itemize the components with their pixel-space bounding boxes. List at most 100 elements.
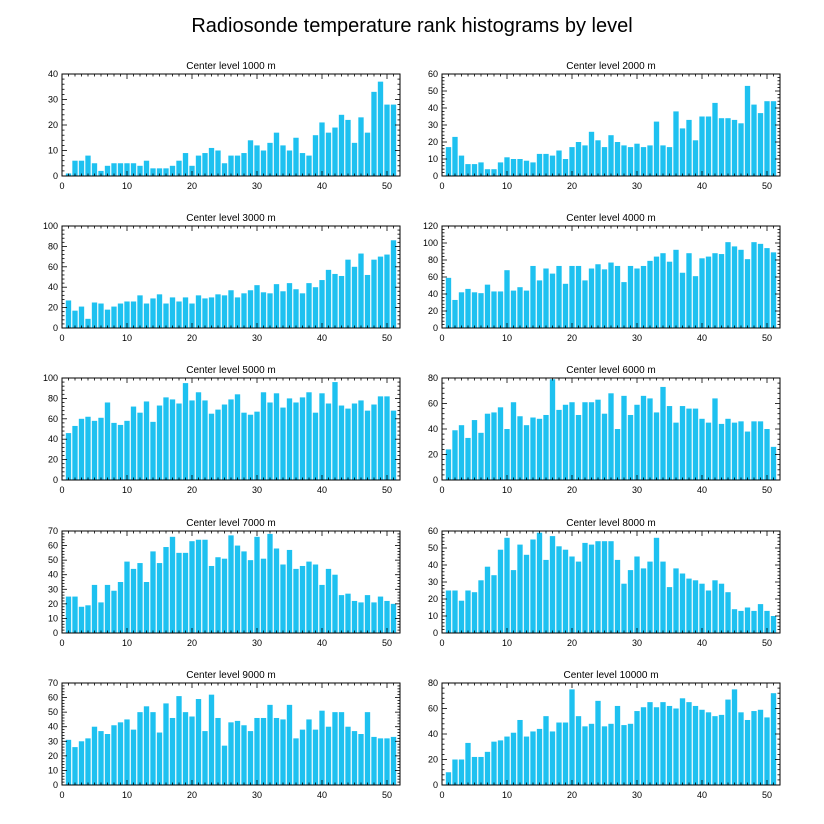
histogram-bar [491, 575, 497, 633]
histogram-bar [156, 405, 163, 480]
histogram-bar [595, 541, 601, 633]
histogram-bar [465, 164, 471, 176]
histogram-bar [195, 539, 202, 633]
histogram-bar [718, 118, 725, 176]
histogram-bar [267, 293, 273, 328]
histogram-bar [497, 549, 504, 633]
x-tick-label: 50 [382, 333, 392, 343]
y-tick-label: 0 [433, 780, 438, 790]
histogram-bar [543, 414, 549, 480]
y-tick-label: 100 [43, 373, 58, 383]
y-tick-label: 100 [423, 238, 438, 248]
y-tick-label: 50 [428, 543, 438, 553]
x-tick-label: 40 [317, 333, 327, 343]
y-tick-label: 60 [48, 262, 58, 272]
histogram-bar [465, 742, 471, 785]
histogram-bar [452, 590, 458, 633]
x-tick-label: 30 [252, 485, 262, 495]
histogram-bar [491, 169, 497, 176]
histogram-bar [582, 726, 588, 785]
x-tick-label: 20 [187, 790, 197, 800]
histogram-bar [673, 249, 679, 328]
histogram-bar [260, 558, 267, 633]
histogram-bar [267, 142, 273, 176]
histogram-bar [72, 310, 78, 328]
histogram-bar [241, 725, 247, 785]
x-tick-label: 40 [697, 638, 707, 648]
x-tick-label: 20 [187, 333, 197, 343]
y-tick-label: 0 [433, 323, 438, 333]
histogram-bar [247, 731, 254, 785]
x-tick-label: 30 [632, 485, 642, 495]
histogram-bar [770, 252, 777, 328]
histogram-bar [215, 150, 221, 176]
histogram-bar [452, 136, 458, 176]
histogram-bar [345, 593, 351, 633]
y-tick-label: 50 [428, 86, 438, 96]
histogram-bar [744, 85, 751, 176]
y-tick-label: 80 [48, 393, 58, 403]
histogram-bar [497, 407, 504, 480]
histogram-bar [751, 610, 757, 633]
histogram-bar [338, 405, 345, 480]
histogram-bar [731, 609, 738, 633]
histogram-bar [699, 116, 705, 176]
histogram-bar [445, 772, 452, 785]
histogram-bar [484, 413, 491, 480]
histogram-panel-5: Center level 5000 m 0 10 20 30 40 50 0 20 40 60 80 1… [43, 365, 401, 495]
histogram-bar [686, 702, 692, 786]
histogram-bar [478, 162, 484, 176]
histogram-bar [280, 145, 286, 176]
histogram-bar [731, 689, 738, 786]
histogram-bar [445, 449, 452, 480]
histogram-bar [458, 155, 465, 176]
histogram-bar [299, 397, 306, 480]
histogram-bar [634, 556, 640, 633]
histogram-panel-4: Center level 4000 m 0 10 20 30 40 50 0 20 40 60 80 1… [423, 213, 781, 343]
x-tick-label: 0 [59, 485, 64, 495]
y-tick-label: 40 [428, 424, 438, 434]
histogram-bar [471, 164, 478, 176]
histogram-bar [156, 168, 163, 176]
y-tick-label: 80 [428, 255, 438, 265]
histogram-bar [267, 533, 273, 633]
histogram-bar [143, 582, 150, 633]
histogram-bar [679, 272, 686, 328]
histogram-bar [228, 722, 234, 785]
x-tick-label: 30 [632, 638, 642, 648]
histogram-bar [530, 417, 536, 480]
histogram-bar [549, 273, 556, 328]
histogram-bar [377, 738, 384, 785]
histogram-bar [72, 160, 78, 176]
histogram-bar [182, 153, 189, 176]
histogram-bar [627, 147, 634, 176]
histogram-bar [640, 147, 647, 176]
histogram-bar [445, 147, 452, 176]
histogram-bar [78, 306, 85, 328]
histogram-bar [364, 712, 371, 785]
histogram-bar [241, 551, 247, 633]
histogram-bar [234, 394, 241, 480]
histogram-panel-1: Center level 1000 m 0 10 20 30 40 50 0 10 20 30 40 [48, 61, 401, 191]
histogram-bar [718, 714, 725, 786]
histogram-bar [306, 561, 312, 633]
histogram-bar [569, 402, 575, 480]
histogram-bar [757, 604, 764, 633]
histogram-bar [267, 402, 273, 480]
histogram-bar [679, 406, 686, 480]
histogram-bar [254, 285, 260, 328]
histogram-bar [751, 421, 757, 480]
histogram-bar [260, 150, 267, 176]
histogram-bar [195, 155, 202, 176]
histogram-bar [517, 416, 523, 480]
histogram-bar [345, 726, 351, 785]
histogram-bar [85, 738, 91, 785]
histogram-bar [371, 602, 377, 633]
histogram-bar [595, 140, 601, 176]
histogram-bar [725, 418, 731, 480]
histogram-bar [621, 145, 627, 176]
histogram-bar [731, 119, 738, 176]
histogram-bar [458, 425, 465, 480]
x-tick-label: 50 [762, 790, 772, 800]
histogram-bar [712, 580, 718, 633]
